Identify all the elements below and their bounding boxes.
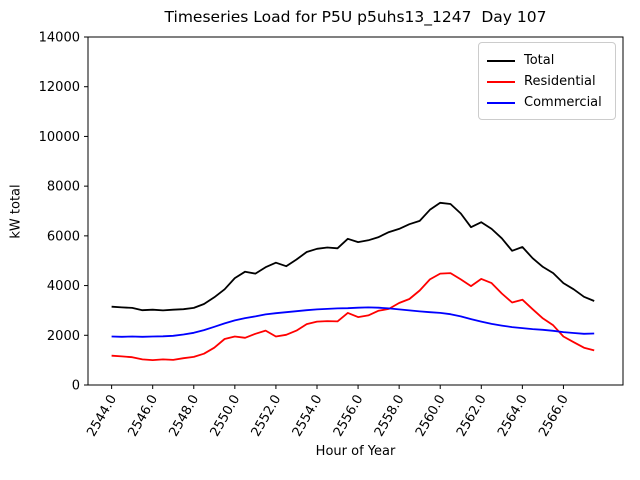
y-tick-label: 4000 — [47, 279, 80, 294]
legend: Total Residential Commercial — [478, 42, 616, 120]
legend-line-sample-commercial — [487, 101, 515, 104]
legend-entry-residential: Residential — [487, 71, 607, 92]
x-tick-label: 2544.0 — [84, 393, 120, 440]
legend-label-total: Total — [524, 53, 555, 68]
legend-line-sample-residential — [487, 80, 515, 83]
x-tick-label: 2560.0 — [413, 393, 449, 440]
y-tick-label: 14000 — [39, 31, 80, 46]
y-axis-label: kW total — [8, 184, 24, 239]
x-tick-label: 2558.0 — [372, 393, 408, 440]
series-line-commercial — [111, 306, 595, 338]
chart-title: Timeseries Load for P5U p5uhs13_1247 Day… — [164, 8, 547, 26]
x-tick-label: 2548.0 — [166, 393, 202, 440]
y-tick-label: 2000 — [47, 329, 80, 344]
x-tick-label: 2562.0 — [454, 393, 490, 440]
y-tick-label: 0 — [72, 379, 80, 394]
legend-entry-commercial: Commercial — [487, 92, 607, 113]
legend-label-residential: Residential — [524, 74, 596, 89]
x-tick-label: 2554.0 — [290, 393, 326, 440]
x-tick-label: 2566.0 — [536, 393, 572, 440]
y-tick-label: 10000 — [39, 130, 80, 145]
series-line-residential — [111, 272, 595, 362]
x-tick-label: 2556.0 — [331, 393, 367, 440]
legend-line-sample-total — [487, 59, 515, 62]
y-tick-label: 12000 — [39, 80, 80, 95]
x-tick-label: 2552.0 — [249, 393, 285, 440]
x-tick-label: 2546.0 — [125, 393, 161, 440]
series-line-total — [111, 201, 595, 312]
legend-label-commercial: Commercial — [524, 95, 602, 110]
x-axis-label: Hour of Year — [315, 444, 396, 459]
axes-box — [87, 36, 624, 386]
legend-entry-total: Total — [487, 50, 607, 71]
y-tick-label: 6000 — [47, 229, 80, 244]
x-tick-label: 2564.0 — [495, 393, 531, 440]
x-tick-label: 2550.0 — [208, 393, 244, 440]
y-tick-label: 8000 — [47, 180, 80, 195]
